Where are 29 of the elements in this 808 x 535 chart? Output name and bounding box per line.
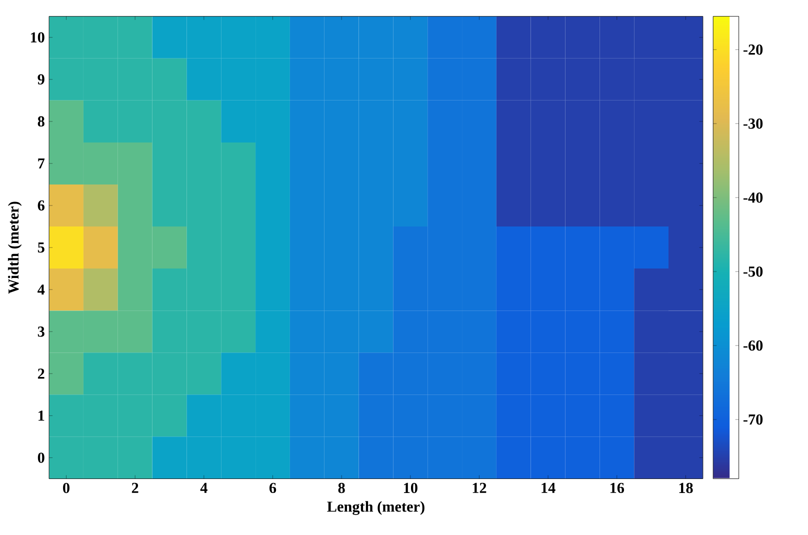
y-tick-label: 8 [38, 116, 44, 127]
color-bar-label: -60 [743, 340, 763, 351]
y-tick-label: 10 [30, 32, 44, 43]
color-bar-label: -40 [743, 192, 763, 203]
x-tick-label: 0 [63, 482, 70, 494]
y-tick-label: 7 [38, 158, 45, 169]
x-axis-title: Length (meter) [327, 501, 424, 516]
color-bar-label: -50 [743, 266, 763, 277]
x-tick-label: 2 [132, 482, 138, 494]
y-tick-label: 6 [38, 200, 44, 211]
x-tick-label: 10 [404, 482, 418, 494]
color-bar-label: -30 [743, 118, 763, 129]
x-tick-label: 18 [679, 482, 693, 494]
y-tick-label: 9 [38, 74, 44, 85]
x-tick-label: 6 [269, 482, 276, 494]
y-tick-label: 3 [38, 326, 44, 337]
y-tick-label: 1 [38, 410, 44, 421]
y-tick-label: 2 [38, 368, 44, 379]
y-tick-label: 5 [38, 242, 44, 253]
color-bar-label: -20 [743, 44, 763, 55]
y-tick-label: 4 [38, 284, 45, 295]
x-tick-label: 4 [200, 482, 208, 493]
y-tick-label: 0 [38, 452, 44, 463]
y-axis-title: Width (meter) [8, 202, 22, 294]
x-tick-label: 14 [542, 482, 556, 493]
x-tick-label: 16 [610, 482, 624, 494]
x-tick-label: 12 [472, 482, 486, 494]
x-tick-label: 8 [338, 482, 345, 494]
color-bar-label: -70 [743, 414, 763, 425]
